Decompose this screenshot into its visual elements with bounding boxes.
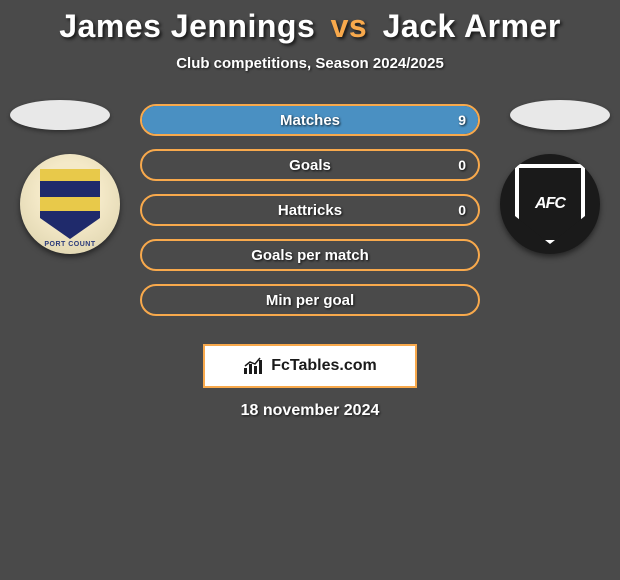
stat-row: Goals 0 [140,149,480,181]
stat-label: Hattricks [278,202,342,219]
stat-label: Goals per match [251,247,369,264]
stat-label: Min per goal [266,292,354,309]
stat-row: Matches 9 [140,104,480,136]
shield-icon [40,169,100,239]
shield-icon: AFC [515,164,585,244]
brand-text: FcTables.com [271,357,377,375]
subtitle: Club competitions, Season 2024/2025 [0,55,620,72]
comparison-card: James Jennings vs Jack Armer Club compet… [0,0,620,420]
stat-rows: Matches 9 Goals 0 Hattricks 0 Goals per match M… [140,104,480,316]
stat-row: Hattricks 0 [140,194,480,226]
club-crest-left: PORT COUNT [20,154,120,254]
barchart-icon [243,357,265,375]
stat-value-right: 0 [458,202,466,218]
club-crest-right: AFC [500,154,600,254]
crest-right-text: AFC [535,195,565,213]
player1-name: James Jennings [59,8,315,44]
mid-section: PORT COUNT AFC Matches9Goals0Hattricks0G… [0,104,620,316]
player1-avatar-placeholder [10,100,110,130]
date-text: 18 november 2024 [0,402,620,420]
stat-row: Min per goal [140,284,480,316]
stat-value-right: 9 [458,112,466,128]
stat-value-right: 0 [458,157,466,173]
stat-label: Matches [280,112,340,129]
vs-separator: vs [331,8,368,44]
player2-name: Jack Armer [383,8,561,44]
player2-avatar-placeholder [510,100,610,130]
page-title: James Jennings vs Jack Armer [0,8,620,45]
crest-left-text: PORT COUNT [20,241,120,248]
stat-row: Goals per match [140,239,480,271]
brand-badge: FcTables.com [203,344,417,388]
stat-label: Goals [289,157,331,174]
